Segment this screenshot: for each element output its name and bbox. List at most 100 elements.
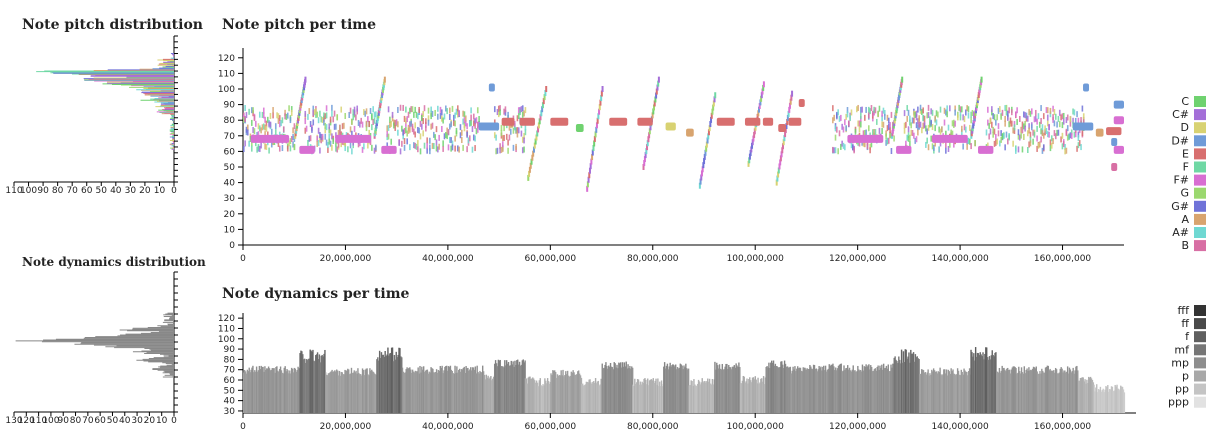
note-mark <box>1004 115 1006 122</box>
note-mark <box>495 148 497 155</box>
dyn-bar <box>336 369 338 413</box>
run-note <box>752 135 755 142</box>
dyn-bar <box>560 370 562 413</box>
dyn-bar <box>670 366 672 413</box>
note-mark <box>397 121 399 128</box>
note-mark <box>317 139 320 146</box>
dyn-bar <box>846 367 848 413</box>
long-note <box>1113 116 1124 125</box>
note-mark <box>1021 146 1024 153</box>
note-mark <box>516 115 519 122</box>
dyn-bar <box>567 375 570 413</box>
dyn-legend-label: p <box>1182 370 1189 383</box>
note-mark <box>939 106 942 113</box>
note-mark <box>496 109 499 116</box>
note-mark <box>867 106 870 113</box>
note-mark <box>969 124 971 131</box>
dyn-bar <box>1047 365 1049 413</box>
dyn-bar <box>583 385 586 413</box>
note-mark <box>1074 131 1077 138</box>
dyn-bar <box>449 365 452 413</box>
note-mark <box>875 118 878 125</box>
note-mark <box>387 106 390 113</box>
legend-swatch <box>1194 187 1206 199</box>
note-mark <box>992 131 994 138</box>
dyn-bar <box>675 369 678 413</box>
dyn-bar <box>498 360 500 413</box>
dyn-bar <box>631 366 633 413</box>
note-mark <box>881 115 883 122</box>
dyn-bar <box>1054 372 1056 413</box>
dyn-bar <box>678 367 681 413</box>
legend-swatch <box>1194 213 1206 225</box>
note-mark <box>288 105 290 112</box>
dyn-bar <box>550 373 552 413</box>
dyn-bar <box>709 383 712 413</box>
dyn-bar <box>253 372 255 413</box>
note-mark <box>292 127 294 134</box>
long-note <box>637 117 653 126</box>
dyn-bar <box>1095 387 1097 413</box>
note-mark <box>914 112 917 119</box>
dyn-bar <box>502 366 504 413</box>
ddist-x-tick-label: 90 <box>58 416 70 426</box>
dyn-bar <box>389 353 391 413</box>
note-mark <box>1073 131 1076 138</box>
note-mark <box>356 105 359 112</box>
run-note <box>649 124 652 131</box>
note-mark <box>409 107 411 114</box>
note-mark <box>324 127 327 134</box>
note-mark <box>1049 139 1052 146</box>
note-mark <box>363 109 365 116</box>
note-mark <box>991 121 993 128</box>
dyn-bar <box>1037 373 1039 413</box>
note-mark <box>316 135 319 142</box>
dyn-bar <box>472 367 475 413</box>
note-mark <box>401 125 403 132</box>
y-tick-label: 110 <box>218 69 235 79</box>
note-mark <box>1012 127 1014 134</box>
dyn-bar <box>718 364 721 413</box>
dyn-bar <box>791 370 793 413</box>
dyn-bar <box>997 372 1000 413</box>
dyn-bar <box>770 362 772 413</box>
run-note <box>647 136 650 143</box>
note-mark <box>270 141 273 148</box>
dyn-bar <box>613 362 615 413</box>
dyn-bar <box>517 364 520 413</box>
dyn-bar <box>593 381 595 413</box>
dyn-bar <box>599 384 601 413</box>
note-mark <box>521 111 524 118</box>
legend-swatch <box>1194 109 1206 121</box>
dyn-bar <box>374 374 377 413</box>
note-mark <box>331 104 333 111</box>
note-mark <box>517 127 520 134</box>
long-note <box>686 128 694 137</box>
dyn-bar <box>1054 367 1057 413</box>
dyn-bar <box>933 370 936 413</box>
note-mark <box>462 118 464 125</box>
dyn-bar <box>546 378 549 413</box>
run-note <box>762 81 765 88</box>
dyn-bar <box>659 386 662 413</box>
dyn-bar <box>799 367 802 413</box>
note-mark <box>419 133 422 140</box>
y-tick-label: 90 <box>224 101 236 111</box>
note-mark <box>429 137 431 144</box>
dyn-bar <box>720 369 723 413</box>
note-mark <box>1017 146 1020 153</box>
dyn-bar <box>306 360 309 413</box>
dyn-bar <box>331 369 333 413</box>
run-note <box>749 150 752 157</box>
note-mark <box>840 114 842 121</box>
dyn-bar <box>494 360 497 413</box>
note-mark <box>365 120 368 127</box>
note-mark <box>837 148 839 155</box>
dyn-bar <box>967 375 969 413</box>
note-mark <box>258 145 261 152</box>
note-mark <box>466 123 468 130</box>
note-mark <box>965 109 967 116</box>
dyn-bar <box>984 353 986 413</box>
run-note <box>760 95 763 102</box>
dyn-bar <box>403 373 406 413</box>
